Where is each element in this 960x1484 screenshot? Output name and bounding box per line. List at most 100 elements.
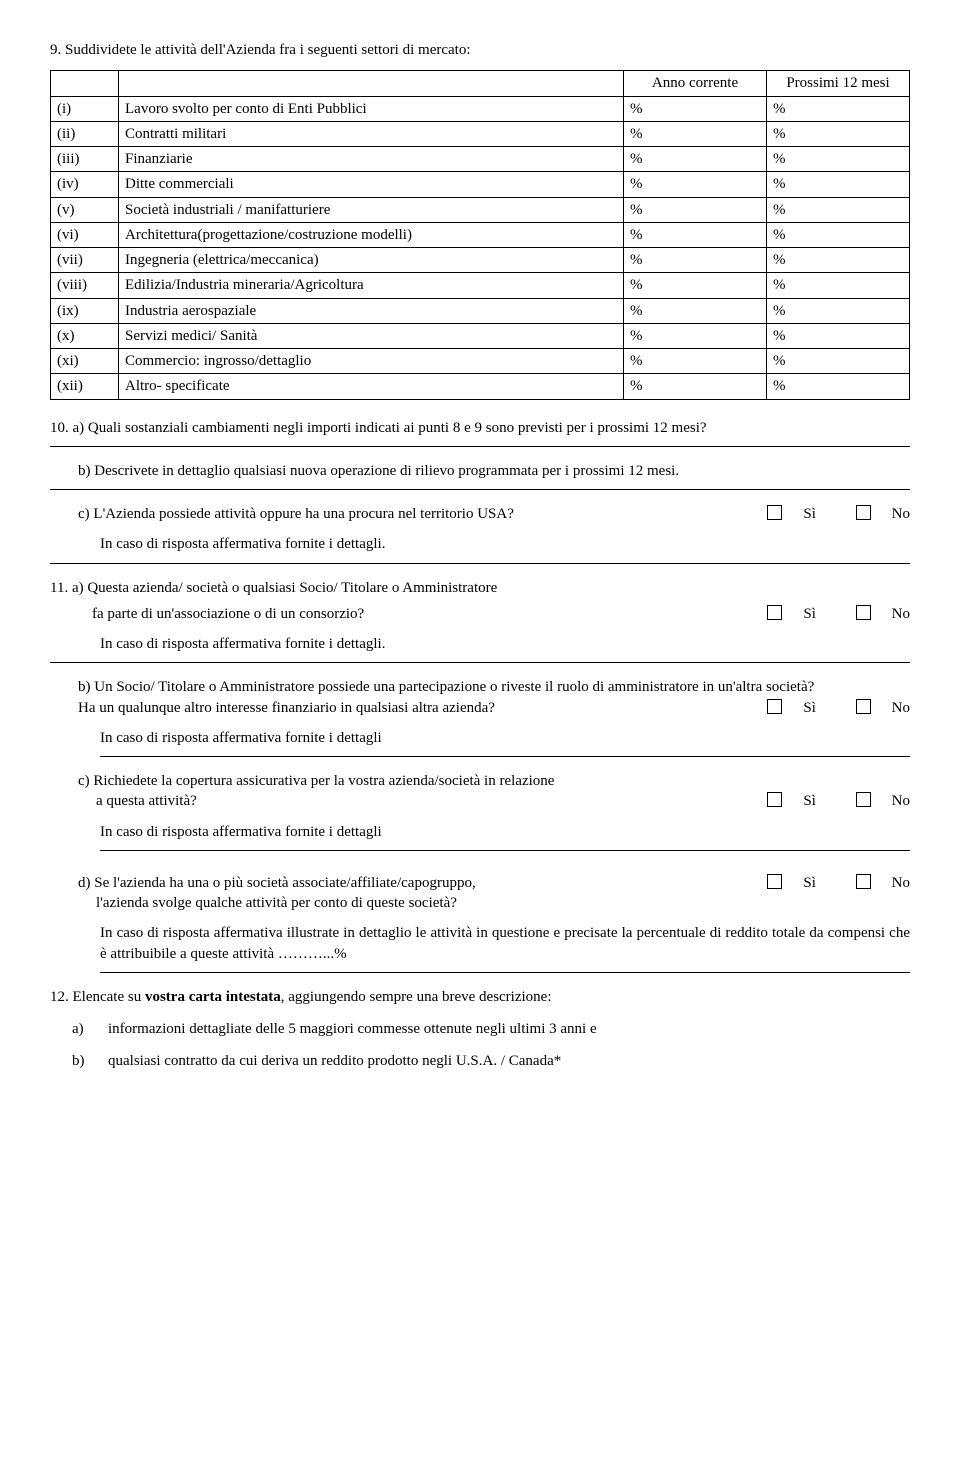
label-si: Sì <box>803 875 816 891</box>
row-idx: (vi) <box>51 222 119 247</box>
cell-prossimi[interactable]: % <box>767 298 910 323</box>
label-si: Sì <box>803 793 816 809</box>
cell-prossimi[interactable]: % <box>767 248 910 273</box>
table-row: (vii)Ingegneria (elettrica/meccanica)%% <box>51 248 910 273</box>
row-idx: (ix) <box>51 298 119 323</box>
row-label: Contratti militari <box>119 121 624 146</box>
table-row: (iv)Ditte commerciali%% <box>51 172 910 197</box>
row-label: Commercio: ingrosso/dettaglio <box>119 349 624 374</box>
q11d-options: Sì No <box>711 873 910 893</box>
checkbox-si[interactable]: Sì <box>749 606 816 622</box>
row-label: Altro- specificate <box>119 374 624 399</box>
divider <box>50 489 910 490</box>
row-label: Edilizia/Industria mineraria/Agricoltura <box>119 273 624 298</box>
q11b-answer-prompt: In caso di risposta affermativa fornite … <box>100 728 910 748</box>
q11a-answer-prompt: In caso di risposta affermativa fornite … <box>100 634 910 654</box>
q12-a-row: a) informazioni dettagliate delle 5 magg… <box>72 1019 910 1039</box>
q11c-answer-prompt: In caso di risposta affermativa fornite … <box>100 822 910 842</box>
cell-prossimi[interactable]: % <box>767 147 910 172</box>
cell-anno[interactable]: % <box>624 147 767 172</box>
checkbox-si[interactable]: Sì <box>749 700 816 716</box>
checkbox-no[interactable]: No <box>838 606 910 622</box>
cell-prossimi[interactable]: % <box>767 96 910 121</box>
cell-anno[interactable]: % <box>624 273 767 298</box>
cell-anno[interactable]: % <box>624 298 767 323</box>
q11b-line2: Ha un qualunque altro interesse finanzia… <box>78 698 711 718</box>
cell-prossimi[interactable]: % <box>767 172 910 197</box>
q11c-row: a questa attività? Sì No <box>96 791 910 811</box>
label-si: Sì <box>803 606 816 622</box>
divider <box>50 563 910 564</box>
row-idx: (viii) <box>51 273 119 298</box>
q9-heading: 9. Suddividete le attività dell'Azienda … <box>50 40 910 60</box>
q11c-line1: c) Richiedete la copertura assicurativa … <box>78 771 910 791</box>
cell-anno[interactable]: % <box>624 96 767 121</box>
cell-prossimi[interactable]: % <box>767 197 910 222</box>
q12-b-row: b) qualsiasi contratto da cui deriva un … <box>72 1051 910 1071</box>
row-idx: (i) <box>51 96 119 121</box>
q11d-line2: l'azienda svolge qualche attività per co… <box>96 893 910 913</box>
q11d-row1: d) Se l'azienda ha una o più società ass… <box>78 873 910 893</box>
q10a-text: 10. a) Quali sostanziali cambiamenti neg… <box>50 418 910 438</box>
cell-anno[interactable]: % <box>624 222 767 247</box>
checkbox-no[interactable]: No <box>838 506 910 522</box>
checkbox-si[interactable]: Sì <box>749 793 816 809</box>
label-no: No <box>892 606 910 622</box>
cell-anno[interactable]: % <box>624 197 767 222</box>
table-row: (viii)Edilizia/Industria mineraria/Agric… <box>51 273 910 298</box>
cell-prossimi[interactable]: % <box>767 374 910 399</box>
row-label: Finanziarie <box>119 147 624 172</box>
table-row: (xii)Altro- specificate%% <box>51 374 910 399</box>
table-row: (iii)Finanziarie%% <box>51 147 910 172</box>
q12-heading-pre: 12. Elencate su <box>50 989 145 1005</box>
row-label: Industria aerospaziale <box>119 298 624 323</box>
header-anno: Anno corrente <box>624 71 767 96</box>
label-no: No <box>892 506 910 522</box>
q11b-row: Ha un qualunque altro interesse finanzia… <box>78 698 910 718</box>
q12-heading-bold: vostra carta intestata <box>145 989 281 1005</box>
q12-a-label: a) <box>72 1019 108 1039</box>
cell-anno[interactable]: % <box>624 172 767 197</box>
header-blank-2 <box>119 71 624 96</box>
cell-prossimi[interactable]: % <box>767 349 910 374</box>
q10b-text: b) Descrivete in dettaglio qualsiasi nuo… <box>78 461 910 481</box>
q12-heading-post: , aggiungendo sempre una breve descrizio… <box>281 989 552 1005</box>
row-label: Servizi medici/ Sanità <box>119 323 624 348</box>
cell-anno[interactable]: % <box>624 323 767 348</box>
cell-anno[interactable]: % <box>624 349 767 374</box>
cell-prossimi[interactable]: % <box>767 222 910 247</box>
divider <box>100 756 910 757</box>
header-blank-1 <box>51 71 119 96</box>
checkbox-no[interactable]: No <box>838 793 910 809</box>
cell-anno[interactable]: % <box>624 121 767 146</box>
checkbox-no[interactable]: No <box>838 700 910 716</box>
cell-prossimi[interactable]: % <box>767 273 910 298</box>
table-header-row: Anno corrente Prossimi 12 mesi <box>51 71 910 96</box>
row-idx: (iii) <box>51 147 119 172</box>
row-idx: (xi) <box>51 349 119 374</box>
table-row: (i)Lavoro svolto per conto di Enti Pubbl… <box>51 96 910 121</box>
divider <box>100 850 910 851</box>
checkbox-si[interactable]: Sì <box>749 875 816 891</box>
q10c-row: c) L'Azienda possiede attività oppure ha… <box>78 504 910 524</box>
q11d-line1: d) Se l'azienda ha una o più società ass… <box>78 873 711 893</box>
cell-prossimi[interactable]: % <box>767 121 910 146</box>
header-prossimi: Prossimi 12 mesi <box>767 71 910 96</box>
q12-a-text: informazioni dettagliate delle 5 maggior… <box>108 1019 597 1039</box>
q9-table: Anno corrente Prossimi 12 mesi (i)Lavoro… <box>50 70 910 399</box>
table-row: (xi)Commercio: ingrosso/dettaglio%% <box>51 349 910 374</box>
row-idx: (xii) <box>51 374 119 399</box>
label-no: No <box>892 700 910 716</box>
table-row: (v)Società industriali / manifatturiere%… <box>51 197 910 222</box>
row-idx: (x) <box>51 323 119 348</box>
cell-prossimi[interactable]: % <box>767 323 910 348</box>
cell-anno[interactable]: % <box>624 374 767 399</box>
checkbox-no[interactable]: No <box>838 875 910 891</box>
checkbox-si[interactable]: Sì <box>749 506 816 522</box>
table-row: (ix)Industria aerospaziale%% <box>51 298 910 323</box>
row-label: Lavoro svolto per conto di Enti Pubblici <box>119 96 624 121</box>
q10c-answer-prompt: In caso di risposta affermativa fornite … <box>100 534 910 554</box>
row-idx: (vii) <box>51 248 119 273</box>
q11b-options: Sì No <box>711 698 910 718</box>
cell-anno[interactable]: % <box>624 248 767 273</box>
